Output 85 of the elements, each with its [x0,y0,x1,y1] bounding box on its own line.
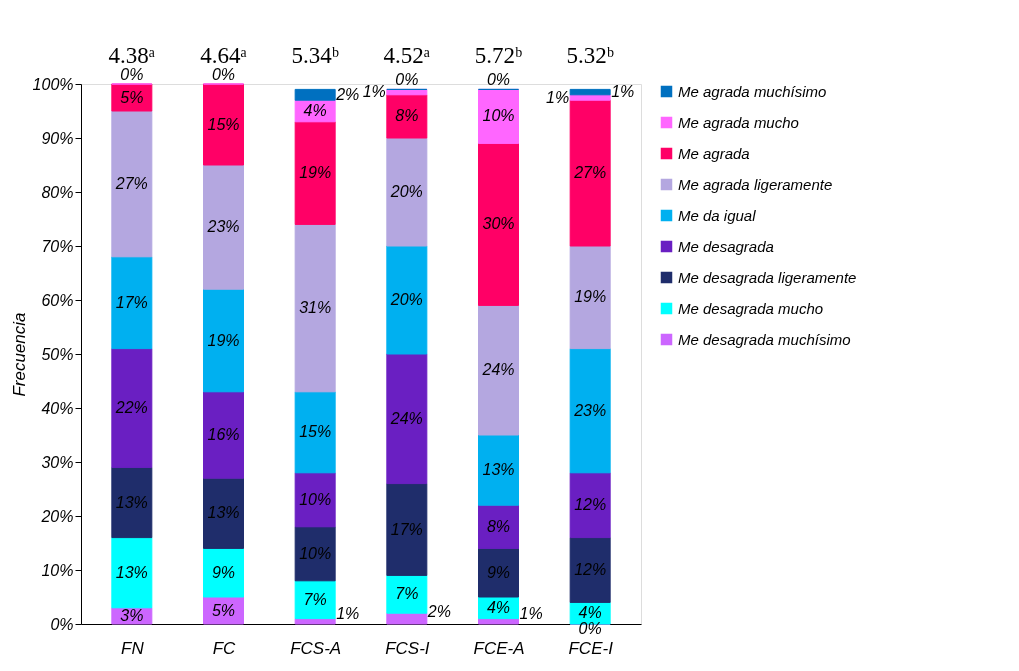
data-label: 20% [389,291,423,308]
data-label: 31% [299,299,332,317]
data-label: 1% [611,83,635,101]
data-label: 24% [481,361,515,379]
text: 5.32ᵇ [566,43,614,68]
text: 4.38ᵃ [108,43,156,68]
data-label: 4% [578,604,602,622]
data-label: 13% [115,493,148,511]
data-label: 24% [389,409,423,427]
data-label: 13% [207,504,240,522]
data-label: 9% [486,563,511,581]
y-tick-label: 70% [41,237,74,255]
text: 5.34ᵇ [291,43,339,68]
data-label: 30% [482,215,515,233]
data-label: 0% [578,620,602,637]
data-label: 4% [303,102,327,119]
data-label: 8% [395,107,419,125]
data-label: 15% [207,115,240,133]
data-label: 15% [299,423,332,441]
data-label: 0% [120,66,144,83]
data-label: 12% [574,561,607,578]
x-tick-label: FN [121,638,145,658]
y-tick-label: 0% [50,615,74,633]
data-label: 0% [395,71,419,89]
legend-label: Me desagrada [678,237,774,255]
data-label: 19% [299,164,332,182]
legend-label: Me agrada mucho [678,113,799,131]
text: 4.64ᵃ [200,43,247,68]
legend-label: Me agrada ligeramente [678,175,833,193]
legend-label: Me da igual [678,206,757,224]
y-tick-label: 60% [41,291,74,309]
data-label: 27% [114,174,148,192]
data-label: 4% [486,598,511,616]
y-tick-label: 40% [41,399,74,417]
data-label: 0% [486,71,511,89]
data-label: 22% [114,399,148,416]
x-tick-label: FC [212,638,237,658]
data-label: 13% [482,461,515,479]
y-axis-title: Frecuencia [9,312,29,397]
data-label: 19% [207,331,240,349]
data-label: 5% [211,601,236,619]
y-tick-label: 30% [41,453,74,471]
text: 4.52ᵃ [383,43,431,68]
data-label: 1% [362,83,386,101]
data-label: 10% [482,107,515,125]
data-label: 19% [574,288,607,306]
data-label: 17% [390,520,423,538]
data-label: 1% [519,605,543,623]
data-label: 13% [115,563,148,581]
data-label: 12% [574,496,607,514]
data-label: 23% [206,218,240,236]
data-label: 27% [573,164,607,182]
x-tick-label: FCS-A [290,638,342,658]
legend-label: Me agrada [678,144,750,162]
y-tick-label: 50% [41,345,74,363]
data-label: 0% [211,66,236,83]
legend-label: Me desagrada mucho [678,299,824,317]
y-tick-label: 100% [32,75,74,93]
data-label: 1% [336,605,360,623]
data-label: 7% [303,590,327,608]
data-label: 9% [211,563,236,581]
legend-label: Me desagrada ligeramente [678,268,857,286]
data-label: 2% [426,602,451,620]
data-label: 5% [120,88,144,106]
data-label: 20% [389,183,423,200]
x-tick-label: FCE-I [568,638,614,658]
data-label: 1% [546,88,570,106]
data-label: 17% [115,293,148,311]
data-label: 16% [207,426,240,443]
legend-label: Me agrada muchísimo [678,82,827,100]
y-tick-label: 10% [41,561,74,579]
text: 5.72ᵇ [474,43,523,68]
data-label: 2% [335,85,360,103]
data-label: 23% [573,401,607,419]
legend-label: Me desagrada muchísimo [678,330,851,348]
y-tick-label: 80% [41,183,74,201]
x-tick-label: FCS-I [385,638,430,658]
data-label: 8% [486,517,511,535]
y-tick-label: 20% [40,507,74,525]
data-label: 10% [299,490,332,508]
y-tick-label: 90% [41,129,74,147]
data-label: 7% [395,585,419,603]
data-label: 3% [120,606,144,624]
x-tick-label: FCE-A [473,638,525,658]
data-label: 10% [299,544,332,562]
